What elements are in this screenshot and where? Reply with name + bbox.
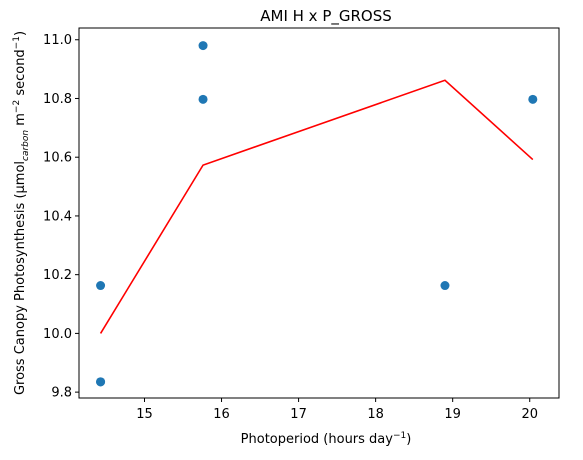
x-axis: 15 16 17 18 19 20 [136, 398, 538, 422]
y-tick-label: 10.8 [43, 92, 72, 107]
x-tick-label: 18 [367, 407, 384, 422]
scatter-point [198, 94, 208, 104]
y-tick-label: 9.8 [51, 386, 72, 401]
x-tick-label: 15 [136, 407, 153, 422]
chart-title: AMI H x P_GROSS [260, 7, 392, 26]
x-tick-label: 17 [290, 407, 307, 422]
y-tick-label: 10.4 [43, 209, 72, 224]
scatter-point [96, 377, 106, 387]
y-axis-label: Gross Canopy Photosynthesis (µmolcarbon … [12, 31, 31, 395]
x-axis-label: Photoperiod (hours day−1) [241, 431, 412, 447]
x-tick-label: 16 [213, 407, 230, 422]
y-axis: 9.8 10.0 10.2 10.4 10.6 10.8 11.0 [43, 33, 79, 401]
y-tick-label: 10.6 [43, 151, 72, 166]
x-tick-label: 19 [444, 407, 461, 422]
scatter-point [96, 281, 106, 291]
scatter-point [528, 94, 538, 104]
scatter-point [440, 281, 450, 291]
fit-line [99, 79, 534, 334]
y-tick-label: 10.2 [43, 268, 72, 283]
plot-frame [78, 27, 560, 399]
scatter-point [198, 41, 208, 51]
y-tick-label: 11.0 [43, 33, 72, 48]
y-tick-label: 10.0 [43, 327, 72, 342]
plot-area [96, 41, 538, 387]
x-tick-label: 20 [521, 407, 538, 422]
